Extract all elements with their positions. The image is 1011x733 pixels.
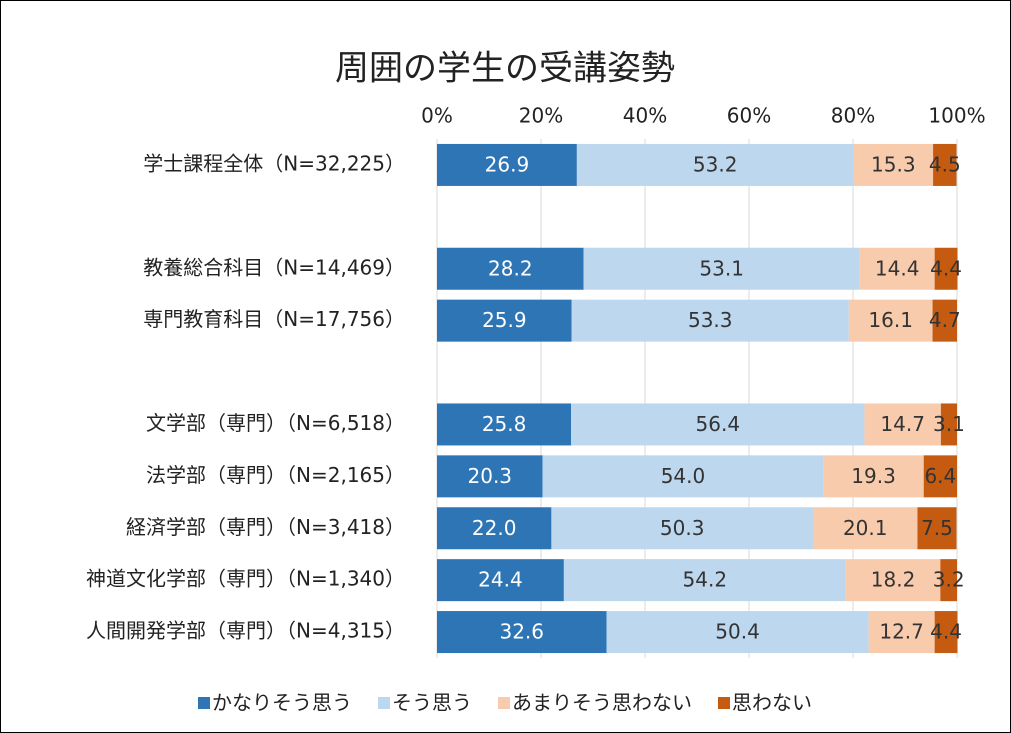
data-label: 3.1 xyxy=(933,412,965,436)
bar-segment xyxy=(437,611,607,654)
x-tick-label: 60% xyxy=(727,104,771,128)
bar-segment xyxy=(437,299,572,342)
legend-label: 思わない xyxy=(732,691,812,715)
bar-segment xyxy=(437,403,572,446)
data-label: 4.5 xyxy=(929,152,961,176)
bar-segment xyxy=(823,455,924,498)
y-tick-label: 教養総合科目（N=14,469） xyxy=(143,255,405,279)
bar-segment xyxy=(940,403,957,446)
legend-label: そう思う xyxy=(392,691,472,715)
bar-segment xyxy=(868,611,935,654)
bar-segment xyxy=(932,299,957,342)
legend-swatch xyxy=(718,697,730,709)
bar-segment xyxy=(576,143,854,186)
x-tick-label: 100% xyxy=(928,104,985,128)
data-label: 53.2 xyxy=(693,152,738,176)
bar-segment xyxy=(563,559,846,602)
bar-segment xyxy=(934,247,958,290)
data-label: 7.5 xyxy=(921,516,953,540)
bar-segment xyxy=(437,559,564,602)
data-label: 53.1 xyxy=(699,256,744,280)
data-label: 14.7 xyxy=(880,412,925,436)
legend: かなりそう思う そう思う あまりそう思わない 思わない xyxy=(198,691,812,715)
bar-segment xyxy=(551,507,813,550)
bar-segment xyxy=(437,507,552,550)
legend-label: かなりそう思う xyxy=(212,691,352,715)
y-tick-label: 専門教育科目（N=17,756） xyxy=(143,307,405,331)
data-label: 56.4 xyxy=(696,412,741,436)
data-label: 54.2 xyxy=(683,568,728,592)
data-label: 28.2 xyxy=(488,256,533,280)
data-label: 32.6 xyxy=(499,620,544,644)
data-label: 50.3 xyxy=(660,516,705,540)
x-tick-label: 0% xyxy=(421,104,453,128)
y-tick-label: 経済学部（専門）（N=3,418） xyxy=(126,515,405,539)
data-label: 18.2 xyxy=(871,568,916,592)
y-tick-label: 文学部（専門）（N=6,518） xyxy=(146,411,405,435)
x-tick-label: 20% xyxy=(519,104,563,128)
y-tick-label: 神道文化学部（専門）（N=1,340） xyxy=(86,567,405,591)
data-label: 14.4 xyxy=(875,256,920,280)
data-label: 16.1 xyxy=(868,308,913,332)
data-label: 25.9 xyxy=(482,308,527,332)
x-tick-label: 40% xyxy=(623,104,667,128)
bar-segment xyxy=(853,143,934,186)
bar-segment xyxy=(917,507,957,550)
bar-segment xyxy=(437,247,584,290)
bar-segment xyxy=(437,143,577,186)
bar-segment xyxy=(848,299,933,342)
data-label: 26.9 xyxy=(485,152,530,176)
bar-segment xyxy=(923,455,957,498)
legend-swatch xyxy=(198,697,210,709)
data-label: 22.0 xyxy=(472,516,517,540)
data-label: 20.3 xyxy=(468,464,513,488)
data-label: 4.7 xyxy=(929,308,961,332)
data-label: 20.1 xyxy=(843,516,888,540)
y-tick-label: 学士課程全体（N=32,225） xyxy=(143,151,405,175)
data-label: 3.2 xyxy=(933,568,965,592)
bar-segment xyxy=(583,247,860,290)
data-label: 6.4 xyxy=(924,464,956,488)
bar-segment xyxy=(864,403,941,446)
bar-segment xyxy=(437,455,543,498)
x-tick-label: 80% xyxy=(831,104,875,128)
data-label: 4.4 xyxy=(930,256,962,280)
data-label: 53.3 xyxy=(688,308,733,332)
legend-swatch xyxy=(378,697,390,709)
chart-title: 周囲の学生の受講姿勢 xyxy=(335,49,675,89)
data-label: 50.4 xyxy=(715,620,760,644)
bar-segment xyxy=(940,559,957,602)
bar-segment xyxy=(934,611,958,654)
data-label: 15.3 xyxy=(871,152,916,176)
legend-label: あまりそう思わない xyxy=(512,691,692,715)
bar-segment xyxy=(606,611,869,654)
bar-segment xyxy=(812,507,918,550)
bar-segment xyxy=(845,559,941,602)
bar-segment xyxy=(542,455,824,498)
y-tick-label: 法学部（専門）（N=2,165） xyxy=(146,463,405,487)
y-tick-label: 人間開発学部（専門）（N=4,315） xyxy=(86,619,405,643)
data-label: 19.3 xyxy=(851,464,896,488)
legend-swatch xyxy=(498,697,510,709)
data-label: 54.0 xyxy=(661,464,706,488)
bar-segment xyxy=(859,247,935,290)
data-label: 12.7 xyxy=(879,620,924,644)
data-label: 4.4 xyxy=(930,620,962,644)
bar-segment xyxy=(933,143,957,186)
data-label: 25.8 xyxy=(482,412,527,436)
bar-segment xyxy=(571,299,849,342)
data-label: 24.4 xyxy=(478,568,523,592)
bar-segment xyxy=(571,403,865,446)
